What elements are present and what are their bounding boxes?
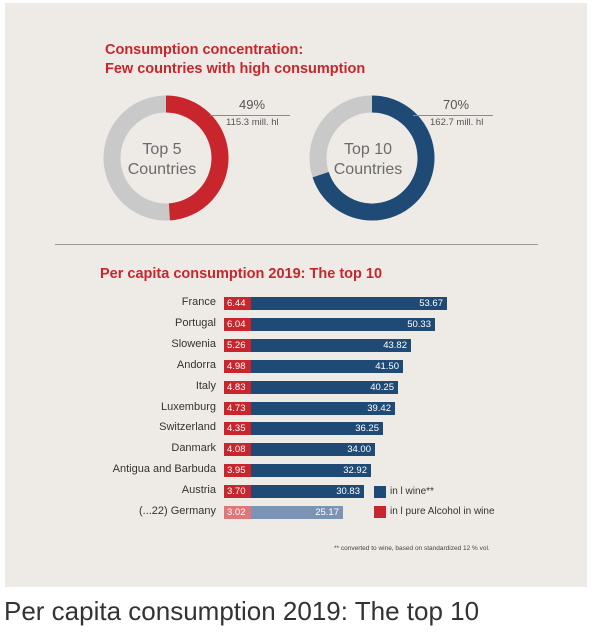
- wine-bar: 36.25: [251, 422, 383, 435]
- category-label: Luxemburg: [160, 401, 216, 413]
- concentration-title: Consumption concentration: Few countries…: [105, 41, 365, 79]
- category-label: Austria: [181, 484, 216, 496]
- legend-wine-swatch: [374, 486, 386, 498]
- top5-center-line-2: Countries: [127, 161, 197, 178]
- wine-bar: 53.67: [251, 297, 447, 310]
- alcohol-bar: 3.95: [224, 464, 251, 477]
- top10-center-line-2: Countries: [333, 161, 403, 178]
- category-label: Italy: [195, 380, 216, 392]
- top10-center-label: Top 10 Countries: [328, 140, 408, 180]
- top5-center-line-1: Top 5: [142, 141, 182, 158]
- top10-amount-label: 162.7 mill. hl: [430, 117, 484, 128]
- wine-bar: 25.17: [251, 506, 343, 519]
- category-label: Switzerland: [159, 421, 216, 433]
- alcohol-bar: 4.08: [224, 443, 251, 456]
- section-divider: [55, 244, 538, 245]
- wine-bar: 43.82: [251, 339, 411, 352]
- category-label: Danmark: [171, 442, 216, 454]
- category-label: Portugal: [175, 317, 216, 329]
- wine-bar: 50.33: [251, 318, 435, 331]
- alcohol-bar: 6.44: [224, 297, 251, 310]
- concentration-title-line-1: Consumption concentration:: [105, 42, 304, 58]
- concentration-title-line-2: Few countries with high consumption: [105, 61, 366, 77]
- category-label: Slowenia: [171, 338, 216, 350]
- wine-bar: 30.83: [251, 485, 364, 498]
- top10-percent-label: 70%: [443, 97, 470, 112]
- wine-bar: 40.25: [251, 381, 398, 394]
- legend-wine-label: in l wine**: [390, 486, 434, 497]
- top5-leader-line: [210, 115, 290, 116]
- wine-bar: 39.42: [251, 402, 395, 415]
- alcohol-bar: 3.02: [224, 506, 251, 519]
- category-label: Andorra: [176, 359, 216, 371]
- wine-bar: 34.00: [251, 443, 375, 456]
- top5-center-label: Top 5 Countries: [122, 140, 202, 180]
- alcohol-bar: 4.83: [224, 381, 251, 394]
- alcohol-bar: 5.26: [224, 339, 251, 352]
- legend-alcohol-label: in l pure Alcohol in wine: [390, 506, 495, 517]
- top10-center-line-1: Top 10: [343, 141, 393, 158]
- alcohol-bar: 4.73: [224, 402, 251, 415]
- alcohol-bar: 4.35: [224, 422, 251, 435]
- wine-bar: 41.50: [251, 360, 403, 373]
- wine-bar: 32.92: [251, 464, 371, 477]
- top10-share-slice: [312, 95, 435, 221]
- category-label: France: [181, 296, 216, 308]
- top5-amount-label: 115.3 mill. hl: [226, 117, 279, 128]
- top10-leader-line: [413, 115, 493, 116]
- bar-chart-title: Per capita consumption 2019: The top 10: [100, 266, 383, 282]
- category-label: (...22) Germany: [138, 505, 216, 517]
- footnote: ** converted to wine, based on standardi…: [334, 545, 490, 552]
- top5-share-slice: [165, 95, 229, 221]
- image-caption: Per capita consumption 2019: The top 10: [4, 596, 480, 626]
- legend-alcohol-swatch: [374, 506, 386, 518]
- alcohol-bar: 3.70: [224, 485, 251, 498]
- alcohol-bar: 6.04: [224, 318, 251, 331]
- top5-percent-label: 49%: [239, 97, 266, 112]
- category-label: Antigua and Barbuda: [112, 463, 216, 475]
- alcohol-bar: 4.98: [224, 360, 251, 373]
